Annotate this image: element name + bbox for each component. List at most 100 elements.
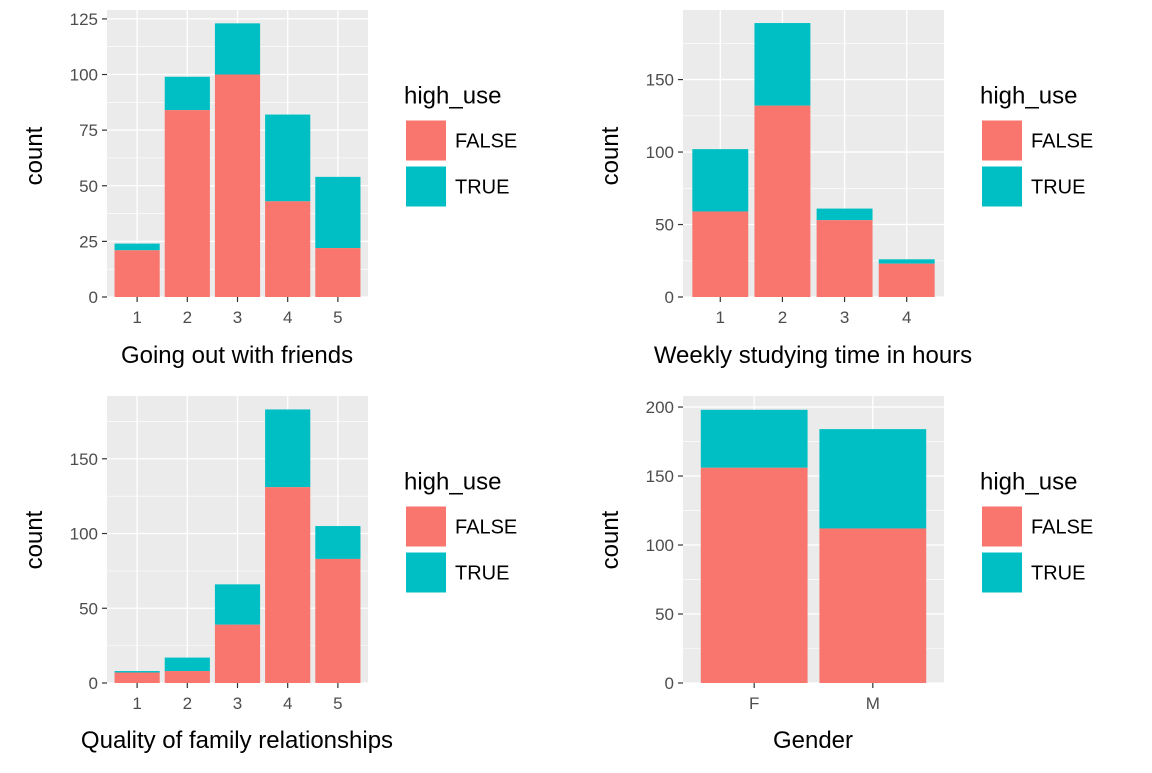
bar-false-3 (214, 74, 261, 297)
x-axis-title: Quality of family relationships (81, 727, 393, 754)
legend-key-true (980, 164, 1024, 209)
bar-false-5 (315, 248, 361, 297)
panel-going-out: 0 25 50 75 100 125 1 2 3 4 5 Going out with friends… (21, 10, 517, 369)
y-tick-label: 25 (79, 232, 98, 251)
y-tick-label: 75 (79, 121, 98, 140)
y-tick-label: 0 (89, 674, 98, 693)
x-axis-title: Going out with friends (121, 342, 353, 369)
legend-key-true (980, 550, 1024, 595)
legend-title: high_use (980, 83, 1077, 110)
x-tick-label: 2 (183, 694, 192, 713)
y-tick-label: 50 (79, 599, 98, 618)
legend-key-false (404, 504, 448, 549)
bar-true-F (700, 409, 808, 468)
bar-true-3 (816, 208, 873, 221)
y-tick-label: 125 (70, 10, 98, 29)
bar-false-2 (754, 105, 811, 298)
y-tick-label: 100 (70, 66, 98, 85)
bar-false-2 (164, 110, 210, 298)
legend-key-true (404, 550, 448, 595)
x-tick-label: 1 (132, 694, 141, 713)
legend-key-false (404, 118, 448, 163)
y-tick-label: 100 (646, 143, 674, 162)
legend-label-true: TRUE (1031, 563, 1085, 585)
x-tick-label: 4 (283, 308, 292, 327)
legend-label-true: TRUE (455, 563, 509, 585)
y-axis-title: count (21, 510, 48, 569)
x-tick-label: 3 (840, 308, 849, 327)
bar-false-M (819, 528, 927, 683)
x-tick-label: 5 (333, 694, 342, 713)
y-axis-title: count (597, 126, 624, 185)
bar-true-5 (315, 526, 361, 559)
bar-false-1 (114, 672, 160, 683)
bar-false-2 (164, 671, 210, 683)
bar-true-4 (878, 259, 935, 264)
bar-true-1 (114, 671, 160, 673)
x-tick-label: F (749, 694, 759, 713)
legend-key-true (404, 164, 448, 209)
x-tick-label: 4 (283, 694, 292, 713)
bar-true-3 (214, 584, 261, 625)
y-tick-label: 150 (646, 71, 674, 90)
bar-false-4 (265, 487, 311, 683)
bar-true-5 (315, 176, 361, 249)
bar-true-4 (265, 409, 311, 488)
y-tick-label: 50 (79, 177, 98, 196)
bar-true-4 (265, 114, 311, 202)
y-tick-label: 100 (646, 536, 674, 555)
x-tick-label: 1 (716, 308, 725, 327)
x-tick-label: 1 (132, 308, 141, 327)
y-tick-label: 100 (70, 525, 98, 544)
bar-true-3 (214, 23, 261, 75)
legend-label-false: FALSE (455, 517, 517, 539)
legend-key-false (980, 118, 1024, 163)
x-tick-label: 5 (333, 308, 342, 327)
y-tick-label: 50 (655, 605, 674, 624)
legend-key-false (980, 504, 1024, 549)
legend-title: high_use (404, 83, 501, 110)
x-tick-label: 2 (183, 308, 192, 327)
x-tick-label: 3 (233, 308, 242, 327)
y-tick-label: 0 (665, 674, 674, 693)
bar-true-2 (164, 657, 210, 672)
bar-false-4 (265, 201, 311, 297)
y-axis-title: count (597, 510, 624, 569)
y-tick-label: 0 (665, 288, 674, 307)
y-tick-label: 150 (70, 450, 98, 469)
legend-title: high_use (980, 469, 1077, 496)
x-axis-title: Gender (773, 727, 853, 754)
bar-false-1 (692, 211, 749, 297)
x-tick-label: M (866, 694, 880, 713)
bar-false-3 (816, 220, 873, 297)
panel-study-time: 0 50 100 150 1 2 3 4 Weekly studying time in hou… (597, 10, 1093, 369)
panel-family-relationships: 0 50 100 150 1 2 3 4 5 Quality of family relation… (21, 396, 517, 754)
bar-false-4 (878, 263, 935, 297)
bar-false-1 (114, 250, 160, 297)
y-tick-label: 0 (89, 288, 98, 307)
bar-true-2 (754, 23, 811, 106)
panel-gender: 0 50 100 150 200 F M Gender count high_use FALSE TR… (597, 396, 1093, 754)
bar-false-3 (214, 624, 261, 683)
legend-label-true: TRUE (455, 177, 509, 199)
y-tick-label: 150 (646, 467, 674, 486)
y-axis-title: count (21, 126, 48, 185)
legend-label-false: FALSE (1031, 131, 1093, 153)
bar-true-2 (164, 76, 210, 111)
legend-label-false: FALSE (455, 131, 517, 153)
bar-false-5 (315, 558, 361, 683)
x-tick-label: 3 (233, 694, 242, 713)
y-tick-label: 50 (655, 216, 674, 235)
legend-label-true: TRUE (1031, 177, 1085, 199)
bar-true-1 (692, 149, 749, 212)
x-tick-label: 4 (902, 308, 911, 327)
y-tick-label: 200 (646, 398, 674, 417)
bar-false-F (700, 467, 808, 683)
bar-true-M (819, 429, 927, 529)
x-tick-label: 2 (778, 308, 787, 327)
legend-label-false: FALSE (1031, 517, 1093, 539)
x-axis-title: Weekly studying time in hours (654, 342, 972, 369)
legend-title: high_use (404, 469, 501, 496)
